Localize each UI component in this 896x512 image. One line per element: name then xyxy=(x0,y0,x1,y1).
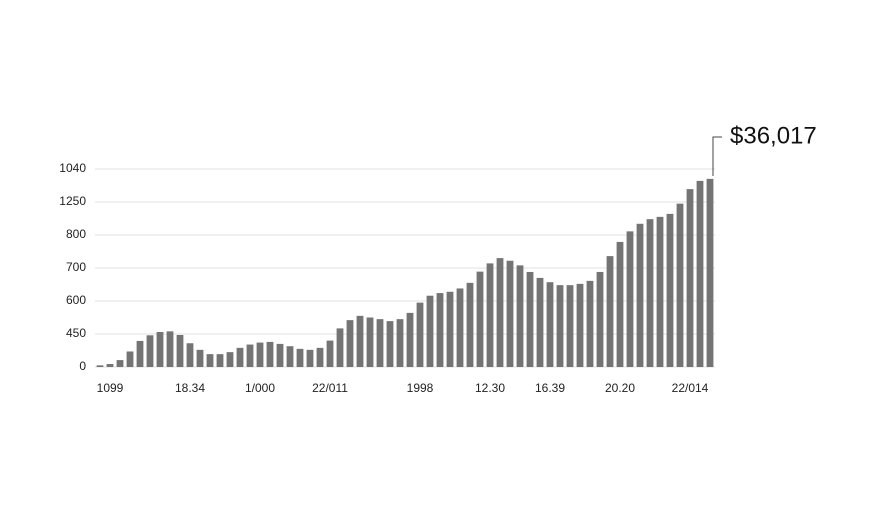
bar xyxy=(616,241,624,367)
bar xyxy=(706,178,714,367)
bar xyxy=(266,341,274,367)
bar xyxy=(196,349,204,367)
bar xyxy=(546,282,554,367)
y-tick-label: 1040 xyxy=(59,161,86,175)
x-tick-label: 1998 xyxy=(407,381,434,395)
bar xyxy=(586,280,594,367)
bar xyxy=(426,295,434,367)
bar xyxy=(256,342,264,367)
bar xyxy=(676,203,684,367)
y-tick-label: 800 xyxy=(66,227,86,241)
bar xyxy=(236,347,244,367)
bar xyxy=(156,332,164,367)
x-tick-label: 22/014 xyxy=(672,381,709,395)
bar xyxy=(306,349,314,367)
bar xyxy=(556,285,564,367)
bar xyxy=(376,319,384,367)
bar xyxy=(286,346,294,367)
x-tick-label: 1/000 xyxy=(245,381,275,395)
bar xyxy=(486,263,494,367)
bar xyxy=(136,340,144,367)
bar xyxy=(366,317,374,367)
y-tick-label: 600 xyxy=(66,293,86,307)
bar xyxy=(686,189,694,367)
bar xyxy=(176,334,184,367)
bar xyxy=(466,282,474,367)
bar xyxy=(436,293,444,367)
bar xyxy=(206,354,214,367)
bar xyxy=(226,352,234,367)
bar xyxy=(146,335,154,367)
bar xyxy=(186,343,194,367)
bar xyxy=(346,320,354,367)
bar xyxy=(626,231,634,367)
bar xyxy=(516,265,524,367)
bar xyxy=(336,328,344,367)
bar xyxy=(116,360,124,367)
bar xyxy=(316,347,324,367)
y-tick-label: 1250 xyxy=(59,194,86,208)
bar xyxy=(696,180,704,367)
bar xyxy=(106,364,114,367)
bar xyxy=(126,351,134,367)
bar xyxy=(476,271,484,367)
bar xyxy=(276,343,284,367)
y-tick-label: 450 xyxy=(66,326,86,340)
x-tick-label: 12.30 xyxy=(475,381,505,395)
bar xyxy=(406,312,414,367)
bar xyxy=(416,302,424,367)
x-tick-label: 22/011 xyxy=(312,381,348,395)
bar xyxy=(596,271,604,367)
bar xyxy=(606,256,614,367)
bar xyxy=(536,277,544,367)
bar xyxy=(166,331,174,367)
bar xyxy=(396,319,404,367)
bar xyxy=(646,219,654,367)
bar xyxy=(576,283,584,367)
bar xyxy=(496,258,504,367)
bar xyxy=(246,344,254,367)
x-tick-label: 18.34 xyxy=(175,381,205,395)
bar xyxy=(96,365,104,367)
bar xyxy=(566,285,574,367)
y-tick-label: 0 xyxy=(79,359,86,373)
bar xyxy=(526,271,534,367)
x-tick-label: 1099 xyxy=(97,381,124,395)
y-tick-label: 700 xyxy=(66,260,86,274)
bar xyxy=(456,288,464,367)
bar xyxy=(326,340,334,367)
bar xyxy=(666,213,674,367)
bar xyxy=(506,260,514,367)
x-tick-label: 16.39 xyxy=(535,381,565,395)
bar xyxy=(446,291,454,367)
bar xyxy=(656,216,664,367)
bar xyxy=(386,321,394,367)
bar xyxy=(636,223,644,367)
bar xyxy=(216,354,224,367)
bar xyxy=(296,348,304,367)
annotation: $36,017 xyxy=(730,122,817,149)
x-tick-label: 20.20 xyxy=(605,381,635,395)
bar xyxy=(356,315,364,367)
annotation-leader xyxy=(712,136,722,176)
